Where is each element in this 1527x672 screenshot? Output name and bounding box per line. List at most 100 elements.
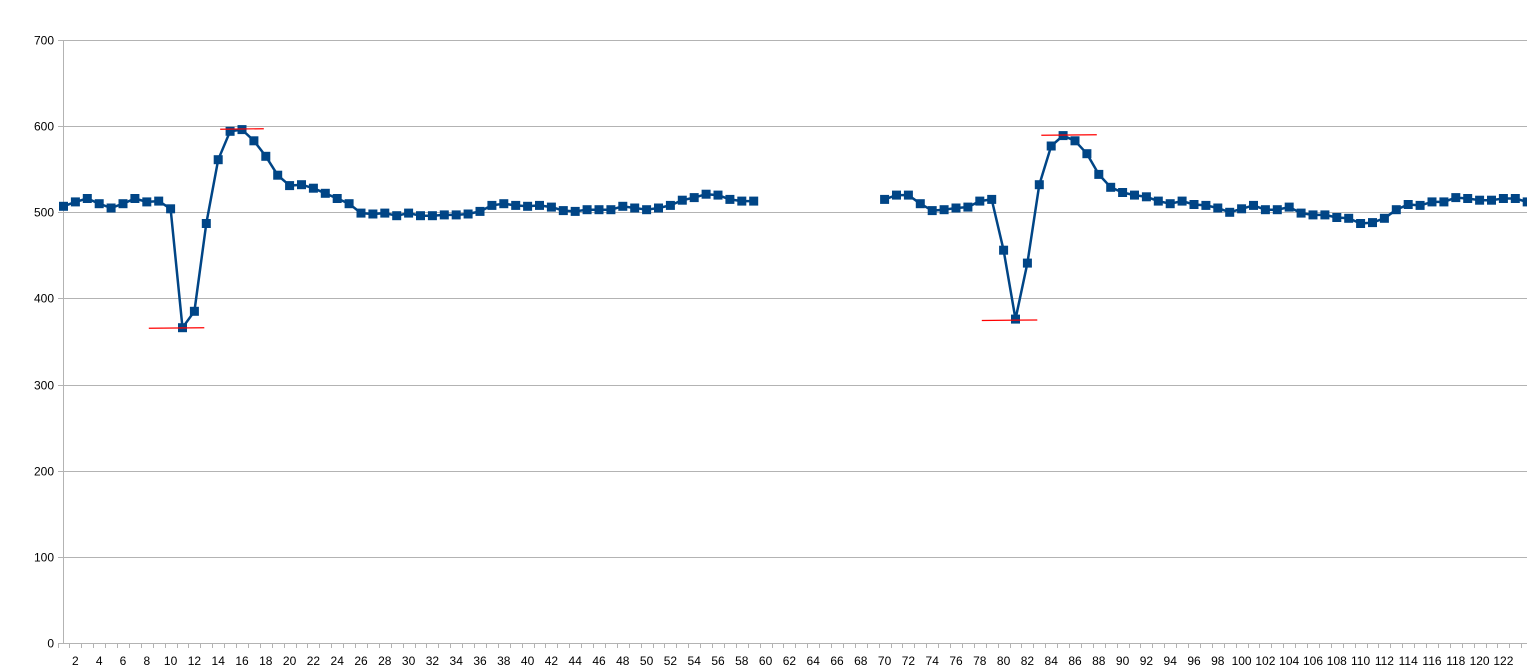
x-tick-label: 46 <box>592 654 606 668</box>
data-point <box>1201 200 1211 210</box>
x-tick-label: 26 <box>354 654 368 668</box>
x-tick-label: 50 <box>640 654 654 668</box>
x-tick-label: 122 <box>1493 654 1513 668</box>
data-point <box>880 194 890 204</box>
data-point <box>1106 182 1116 192</box>
annotation-line <box>1041 134 1097 136</box>
x-tick-label: 48 <box>616 654 630 668</box>
data-point <box>618 201 628 211</box>
data-point <box>642 205 652 215</box>
data-point <box>1415 200 1425 210</box>
data-point <box>59 201 68 211</box>
data-point <box>1368 218 1377 228</box>
x-tick-label: 18 <box>259 654 273 668</box>
data-point <box>903 190 913 200</box>
data-point <box>416 211 425 221</box>
x-tick-label: 58 <box>735 654 749 668</box>
data-point <box>523 201 533 211</box>
data-point <box>427 211 437 221</box>
data-point <box>285 181 295 191</box>
data-point <box>1344 213 1354 223</box>
y-tick-label: 100 <box>34 551 54 565</box>
data-point <box>749 196 759 206</box>
x-tick-label: 118 <box>1446 654 1465 668</box>
data-point <box>106 203 116 213</box>
data-point <box>499 199 509 209</box>
data-point <box>737 196 747 206</box>
gridlines <box>63 40 1527 558</box>
x-tick-label: 6 <box>120 654 127 668</box>
x-tick-label: 106 <box>1303 654 1323 668</box>
x-tick-label: 22 <box>307 654 321 668</box>
y-axis-ticks: 0 100 200 300 400 500 600 700 <box>34 34 63 651</box>
x-tick-label: 34 <box>450 654 464 668</box>
x-tick-label: 42 <box>545 654 559 668</box>
data-point <box>1320 210 1330 220</box>
data-point <box>487 200 497 210</box>
y-tick-label: 600 <box>34 120 54 134</box>
x-tick-label: 14 <box>212 654 226 668</box>
data-point <box>701 189 711 199</box>
data-point <box>439 210 449 220</box>
y-tick-label: 700 <box>34 34 54 48</box>
data-point <box>1296 208 1306 218</box>
x-tick-label: 24 <box>331 654 345 668</box>
axes <box>63 40 1527 644</box>
data-point <box>1153 196 1163 206</box>
data-point <box>70 197 80 207</box>
data-point <box>1451 193 1461 203</box>
data-point <box>320 188 330 198</box>
data-point <box>1022 258 1032 268</box>
x-tick-label: 4 <box>96 654 103 668</box>
data-point <box>594 205 604 215</box>
x-tick-label: 2 <box>72 654 79 668</box>
x-tick-label: 8 <box>143 654 150 668</box>
data-point <box>915 199 925 209</box>
data-point <box>582 205 592 215</box>
data-point <box>1225 207 1235 217</box>
data-point <box>82 194 92 203</box>
data-point <box>1177 196 1187 206</box>
x-tick-label: 10 <box>164 654 178 668</box>
y-tick-label: 200 <box>34 465 54 479</box>
data-point <box>939 205 949 215</box>
x-tick-label: 38 <box>497 654 511 668</box>
data-point <box>344 199 354 209</box>
data-point <box>1403 200 1413 209</box>
data-point <box>535 200 544 210</box>
data-point <box>225 126 235 136</box>
x-tick-label: 88 <box>1092 654 1106 668</box>
annotation-line <box>220 128 264 130</box>
data-point <box>1118 188 1128 197</box>
data-point <box>392 211 402 221</box>
data-point <box>308 183 318 193</box>
x-tick-label: 98 <box>1211 654 1225 668</box>
x-tick-label: 40 <box>521 654 535 668</box>
x-tick-label: 74 <box>926 654 940 668</box>
data-point <box>1011 314 1020 324</box>
x-tick-label: 66 <box>830 654 844 668</box>
x-tick-label: 70 <box>878 654 892 668</box>
x-tick-label: 44 <box>569 654 583 668</box>
x-tick-label: 94 <box>1164 654 1178 668</box>
data-point <box>142 197 152 207</box>
series-group <box>59 125 1527 333</box>
series-line <box>884 134 1527 321</box>
data-point <box>475 206 485 216</box>
x-tick-label: 20 <box>283 654 297 668</box>
data-point <box>261 151 271 161</box>
data-point <box>1487 195 1496 205</box>
data-point <box>1379 213 1389 223</box>
x-tick-label: 102 <box>1255 654 1275 668</box>
data-point <box>237 125 247 135</box>
data-point <box>570 206 580 216</box>
data-point <box>1249 200 1258 210</box>
data-point <box>118 199 128 209</box>
data-point <box>546 202 556 212</box>
data-point <box>356 208 366 218</box>
data-point <box>130 194 140 203</box>
data-point <box>1439 197 1449 207</box>
x-tick-label: 116 <box>1422 654 1441 668</box>
data-point <box>154 196 164 206</box>
